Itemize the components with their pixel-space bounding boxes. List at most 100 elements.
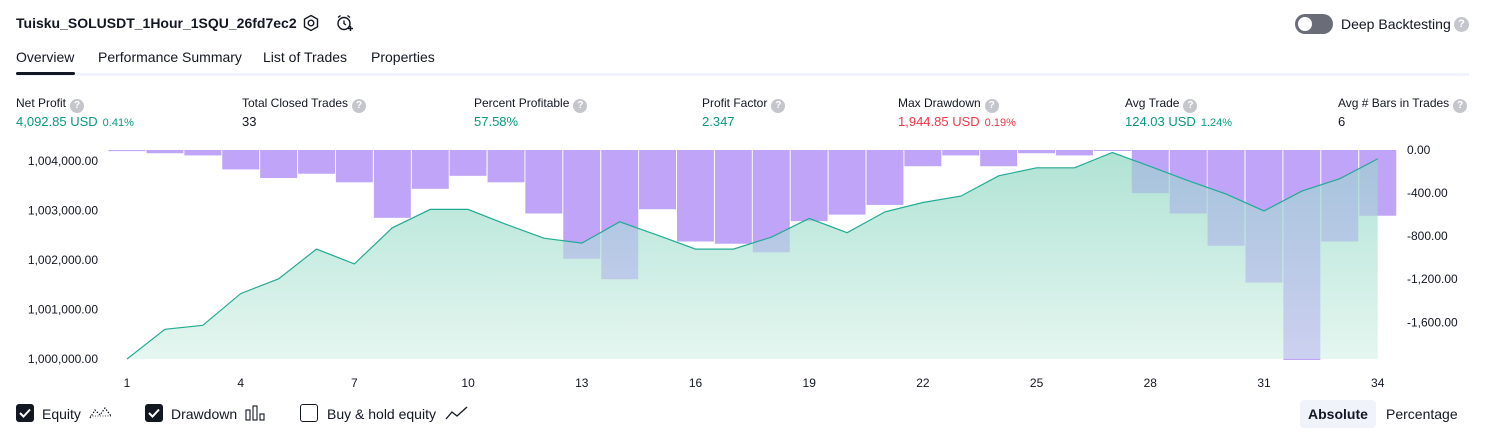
metric-value: 6: [1338, 114, 1346, 129]
x-axis-tick-label: 28: [1144, 376, 1158, 390]
equity-line: [126, 151, 1378, 360]
drawdown-bar-overlay: [335, 150, 373, 183]
report-header: Tuisku_SOLUSDT_1Hour_1SQU_26fd7ec2 Deep …: [0, 0, 1486, 46]
percentage-button[interactable]: Percentage: [1386, 406, 1458, 422]
drawdown-bar: [222, 150, 260, 170]
tab-list-of-trades[interactable]: List of Trades: [263, 49, 348, 65]
left-axis-tick-label: 1,001,000.00: [28, 303, 98, 317]
help-icon[interactable]: ?: [352, 99, 367, 113]
metric-value: 124.03 USD: [1125, 114, 1196, 129]
drawdown-legend-label: Drawdown: [171, 406, 238, 422]
settings-icon[interactable]: [301, 13, 321, 33]
metric-total-closed-trades: Total Closed Trades? 33: [242, 94, 367, 129]
equity-drawdown-chart[interactable]: 1,004,000.00 1,003,000.00 1,002,000.00 1,00…: [0, 140, 1486, 400]
drawdown-bar-overlay: [525, 150, 563, 214]
drawdown-bar: [866, 150, 904, 205]
drawdown-bar-overlay: [904, 150, 942, 167]
metric-value-row: 6: [1338, 114, 1345, 129]
metric-net-profit: Net Profit? 4,092.85 USD 0.41%: [16, 94, 134, 129]
help-icon[interactable]: ?: [771, 99, 786, 113]
metric-percent: 0.19%: [984, 117, 1016, 129]
metric-percent: 1.24%: [1200, 117, 1233, 129]
equity-line-icon: [89, 404, 113, 427]
drawdown-bar-overlay: [639, 150, 676, 210]
metric-max-drawdown: Max Drawdown? 1,944.85 USD 0.19%: [898, 94, 1016, 129]
drawdown-bar-overlay: [1321, 150, 1359, 242]
help-icon[interactable]: ?: [573, 99, 588, 113]
add-alert-icon[interactable]: [335, 13, 355, 33]
drawdown-bar-overlay: [184, 150, 222, 156]
x-axis-tick-label: 7: [351, 376, 358, 390]
drawdown-bar: [1094, 150, 1131, 151]
drawdown-bar: [108, 150, 146, 152]
left-axis-tick-label: 1,004,000.00: [28, 154, 98, 168]
drawdown-bar-overlay: [222, 150, 260, 170]
metric-label: Percent Profitable: [474, 96, 570, 110]
drawdown-bar-overlay: [866, 150, 904, 205]
x-axis-tick-label: 10: [461, 376, 475, 390]
equity-checkbox[interactable]: [16, 404, 34, 422]
help-icon[interactable]: ?: [70, 99, 85, 113]
drawdown-bar: [184, 150, 222, 156]
drawdown-bar: [639, 150, 676, 210]
metric-value: 1,944.85 USD: [898, 114, 980, 129]
drawdown-bar-overlay: [1283, 150, 1321, 360]
metric-value-row: 1,944.85 USD 0.19%: [898, 114, 1016, 129]
tab-properties[interactable]: Properties: [371, 49, 435, 65]
drawdown-bar: [714, 150, 752, 244]
right-axis-tick-label: -400.00: [1407, 186, 1448, 200]
help-icon[interactable]: ?: [1453, 99, 1468, 113]
drawdown-bar: [335, 150, 373, 183]
strategy-title: Tuisku_SOLUSDT_1Hour_1SQU_26fd7ec2: [16, 15, 297, 31]
help-icon[interactable]: ?: [984, 99, 999, 113]
drawdown-bar-overlay: [108, 150, 146, 152]
x-axis-tick-label: 16: [689, 376, 703, 390]
drawdown-bar-overlay: [146, 150, 184, 154]
metric-value: 2.347: [702, 114, 735, 129]
drawdown-bar-overlay: [790, 150, 828, 222]
drawdown-bar-overlay: [980, 150, 1018, 167]
metric-avg-trade: Avg Trade? 124.03 USD 1.24%: [1125, 94, 1232, 129]
help-icon[interactable]: ?: [1454, 17, 1469, 32]
drawdown-bar-overlay: [1018, 150, 1055, 154]
buy-hold-equity-checkbox[interactable]: [300, 404, 318, 422]
metric-value: 4,092.85 USD: [16, 114, 98, 129]
drawdown-bar-overlay: [411, 150, 449, 189]
drawdown-bar: [904, 150, 942, 167]
toggle-knob: [1298, 17, 1312, 31]
tab-performance-summary[interactable]: Performance Summary: [98, 49, 242, 65]
drawdown-bar: [411, 150, 449, 189]
drawdown-bar-overlay: [563, 150, 601, 259]
deep-backtesting-toggle[interactable]: [1295, 14, 1333, 34]
drawdown-bar-overlay: [1207, 150, 1245, 246]
right-axis-tick-label: -800.00: [1407, 229, 1448, 243]
drawdown-checkbox[interactable]: [145, 404, 163, 422]
metric-label: Profit Factor: [702, 96, 768, 110]
x-axis-tick-label: 19: [803, 376, 817, 390]
drawdown-bar-overlay: [298, 150, 335, 174]
right-axis-tick-label: -1,200.00: [1407, 272, 1458, 286]
left-axis-tick-label: 1,002,000.00: [28, 253, 98, 267]
help-icon[interactable]: ?: [1183, 99, 1198, 113]
deep-backtesting-label: Deep Backtesting: [1341, 16, 1451, 32]
tab-overview[interactable]: Overview: [16, 49, 75, 65]
drawdown-bar: [790, 150, 828, 222]
drawdown-bar: [980, 150, 1018, 167]
x-axis-tick-label: 34: [1371, 376, 1385, 390]
drawdown-bar-overlay: [714, 150, 752, 244]
drawdown-bar-overlay: [677, 150, 714, 242]
drawdown-bars-icon: [244, 404, 268, 427]
drawdown-bar: [942, 150, 980, 156]
absolute-button[interactable]: Absolute: [1300, 400, 1376, 428]
drawdown-bar-overlay: [1245, 150, 1283, 283]
drawdown-bar: [260, 150, 298, 178]
buy-hold-line-icon: [445, 404, 469, 427]
chart-legend: Equity Drawdown Buy & hold equity: [16, 403, 486, 425]
active-tab-indicator: [16, 72, 75, 75]
left-axis-tick-label: 1,003,000.00: [28, 203, 98, 217]
metric-label: Total Closed Trades: [242, 96, 349, 110]
drawdown-bar-overlay: [1056, 150, 1093, 156]
metric-value-row: 57.58%: [474, 114, 518, 129]
equity-area: [127, 152, 1378, 359]
drawdown-bar-overlay: [487, 150, 525, 183]
